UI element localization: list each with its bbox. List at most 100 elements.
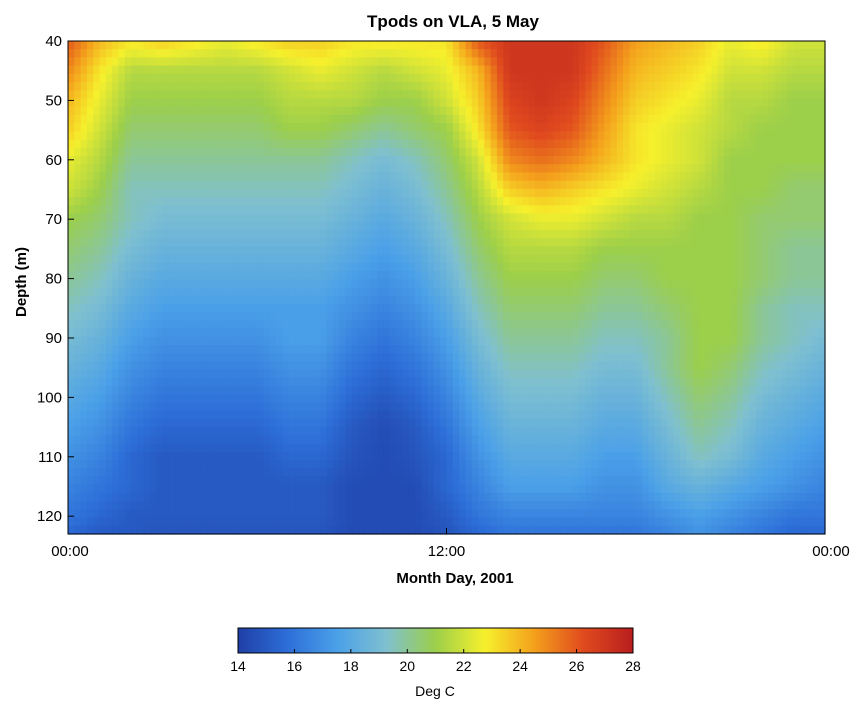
heatmap-cell <box>692 295 700 305</box>
heatmap-cell <box>364 82 372 91</box>
heatmap-cell <box>616 49 624 59</box>
heatmap-cell <box>99 90 107 100</box>
heatmap-cell <box>421 82 429 91</box>
heatmap-cell <box>799 114 807 124</box>
heatmap-cell <box>99 328 107 338</box>
heatmap-cell <box>560 106 567 116</box>
heatmap-cell <box>711 221 719 231</box>
heatmap-cell <box>143 287 151 297</box>
heatmap-cell <box>396 147 403 157</box>
heatmap-cell <box>433 49 441 59</box>
heatmap-cell <box>377 295 385 305</box>
heatmap-cell <box>314 221 321 231</box>
heatmap-cell <box>276 287 284 297</box>
heatmap-cell <box>282 254 290 264</box>
heatmap-cell <box>515 238 523 248</box>
heatmap-cell <box>200 345 208 354</box>
heatmap-cell <box>755 287 763 297</box>
heatmap-cell <box>257 164 265 174</box>
heatmap-cell <box>742 197 750 206</box>
heatmap-cell <box>446 279 454 289</box>
heatmap-cell <box>705 139 713 149</box>
heatmap-cell <box>396 287 403 297</box>
heatmap-cell <box>276 312 284 321</box>
heatmap-cell <box>156 295 164 305</box>
heatmap-cell <box>118 114 126 124</box>
heatmap-cell <box>414 180 422 190</box>
heatmap-cell <box>143 238 151 248</box>
heatmap-cell <box>541 238 549 248</box>
heatmap-cell <box>250 139 258 149</box>
heatmap-cell <box>553 188 561 198</box>
heatmap-cell <box>698 98 706 108</box>
heatmap-cell <box>307 271 315 280</box>
heatmap-cell <box>572 164 580 174</box>
heatmap-cell <box>200 82 208 91</box>
heatmap-cell <box>446 213 454 223</box>
heatmap-cell <box>812 246 820 256</box>
heatmap-cell <box>547 361 555 371</box>
heatmap-cell <box>187 172 195 182</box>
heatmap-cell <box>295 172 303 182</box>
heatmap-cell <box>705 205 713 215</box>
heatmap-cell <box>578 73 586 83</box>
heatmap-cell <box>326 353 334 363</box>
heatmap-cell <box>131 221 138 231</box>
heatmap-cell <box>408 65 416 75</box>
heatmap-cell <box>534 164 542 174</box>
heatmap-cell <box>471 65 479 75</box>
heatmap-cell <box>402 262 410 272</box>
heatmap-cell <box>402 147 410 157</box>
heatmap-cell <box>471 180 479 190</box>
heatmap-cell <box>635 147 643 157</box>
heatmap-cell <box>427 90 435 100</box>
heatmap-cell <box>301 377 309 387</box>
heatmap-cell <box>812 57 820 67</box>
heatmap-cell <box>383 361 391 371</box>
heatmap-cell <box>818 353 826 363</box>
heatmap-cell <box>143 188 151 198</box>
heatmap-cell <box>206 246 214 256</box>
heatmap-cell <box>736 271 744 280</box>
heatmap-cell <box>206 377 214 387</box>
heatmap-cell <box>295 312 303 321</box>
heatmap-cell <box>307 73 315 83</box>
heatmap-cell <box>181 238 189 248</box>
heatmap-cell <box>736 328 744 338</box>
heatmap-cell <box>206 345 214 354</box>
heatmap-cell <box>383 147 391 157</box>
heatmap-cell <box>282 114 290 124</box>
heatmap-cell <box>629 73 637 83</box>
heatmap-cell <box>711 361 719 371</box>
heatmap-cell <box>433 312 441 321</box>
heatmap-cell <box>736 180 744 190</box>
heatmap-cell <box>314 369 321 379</box>
heatmap-cell <box>150 123 157 132</box>
heatmap-cell <box>686 328 694 338</box>
heatmap-cell <box>345 139 353 149</box>
heatmap-cell <box>377 49 385 59</box>
heatmap-cell <box>818 287 826 297</box>
heatmap-cell <box>370 246 378 256</box>
heatmap-cell <box>377 131 385 141</box>
heatmap-cell <box>560 188 567 198</box>
heatmap-cell <box>377 254 385 264</box>
heatmap-cell <box>421 353 429 363</box>
heatmap-cell <box>225 180 233 190</box>
heatmap-cell <box>478 123 485 132</box>
heatmap-cell <box>244 49 252 59</box>
heatmap-cell <box>471 73 479 83</box>
heatmap-cell <box>257 312 265 321</box>
heatmap-cell <box>503 353 511 363</box>
heatmap-cell <box>724 336 731 346</box>
heatmap-cell <box>314 361 321 371</box>
heatmap-cell <box>396 303 403 313</box>
heatmap-cell <box>667 98 675 108</box>
heatmap-cell <box>131 312 138 321</box>
heatmap-cell <box>679 164 687 174</box>
heatmap-cell <box>465 246 473 256</box>
heatmap-cell <box>547 262 555 272</box>
heatmap-cell <box>93 156 101 165</box>
heatmap-cell <box>118 279 126 289</box>
heatmap-cell <box>206 229 214 239</box>
